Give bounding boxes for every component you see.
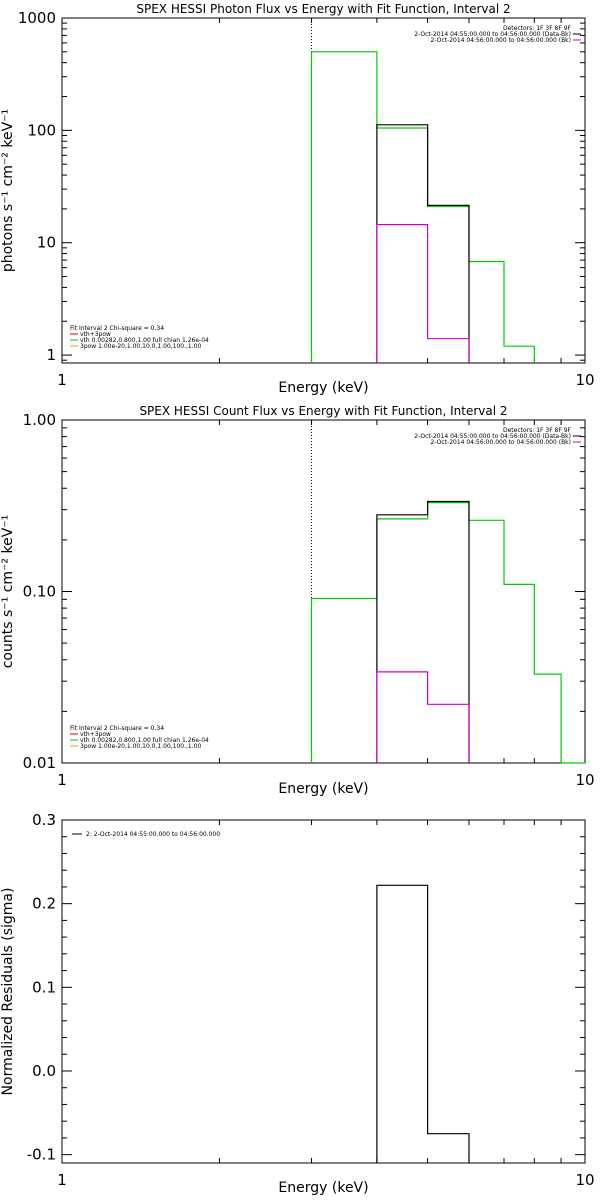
x-tick-label: 1 [57, 371, 67, 389]
y-axis-label: photons s⁻¹ cm⁻² keV⁻¹ [0, 109, 16, 272]
legend-entry: 2-Oct-2014 04:55:00.000 to 04:56:00.000 … [414, 433, 571, 440]
series-1-line [310, 51, 535, 363]
x-axis-label: Energy (keV) [278, 781, 368, 797]
chart-3: 1 10 -0.1 0.0 0.1 0.2 0.3 Energy (keV) Normalize… [0, 811, 595, 1196]
x-tick-label: 10 [575, 1171, 594, 1189]
legend-entry: Detectors: 1F 3F 8F 9F [503, 25, 572, 32]
x-tick-label: 1 [57, 1171, 67, 1189]
legend-entry: Fit Interval 2 Chi-square = 0.34 [70, 325, 164, 332]
legend-entry: 2: 2-Oct-2014 04:55:00.000 to 04:56:00.0… [86, 831, 220, 838]
legend-entry: 2-Oct-2014 04:56:00.000 to 04:56:00.000 … [431, 37, 572, 44]
x-axis-label: Energy (keV) [278, 1180, 368, 1196]
y-axis-label: Normalized Residuals (sigma) [0, 888, 16, 1096]
legend-entry: Detectors: 1F 3F 8F 9F [503, 427, 572, 434]
legend-entry: Fit Interval 2 Chi-square = 0.34 [70, 725, 164, 732]
series-1-line [376, 884, 470, 1163]
y-tick-label: 1 [46, 346, 56, 364]
series-3-line [376, 671, 470, 763]
y-tick-label: 0.2 [32, 895, 56, 913]
chart-title: SPEX HESSI Count Flux vs Energy with Fit… [139, 404, 507, 418]
legend-entry: vth+3pow [80, 731, 111, 738]
legend-entry: 3pow 1.00e-20,1.00,10.0,1.00,100.,1.00 [80, 743, 201, 750]
x-tick-label: 1 [57, 771, 67, 789]
plot-frame [61, 17, 586, 364]
x-tick-label: 10 [575, 371, 594, 389]
chart-1: 1 10 1 10 100 1000 SPEX HESSI Photon Flux vs E… [0, 2, 595, 396]
y-tick-label: 100 [27, 121, 56, 139]
legend-entry: 2-Oct-2014 04:55:00.000 to 04:56:00.000 … [414, 31, 571, 38]
y-tick-label: -0.1 [27, 1146, 56, 1164]
plot-frame [61, 819, 586, 1164]
legend-entry: vth 0.00282,0.800,1.00 full chian 1.26e-… [80, 337, 209, 344]
series-2-line [376, 500, 470, 763]
x-tick-label: 10 [575, 771, 594, 789]
plot-frame [61, 419, 586, 764]
legend-entry: 3pow 1.00e-20,1.00,10.0,1.00,100.,1.00 [80, 343, 201, 350]
x-axis-label: Energy (keV) [278, 380, 368, 396]
series-3-line [376, 224, 470, 363]
y-tick-label: 0.0 [32, 1062, 56, 1080]
y-axis-label: counts s⁻¹ cm⁻² keV⁻¹ [0, 515, 16, 669]
chart-title: SPEX HESSI Photon Flux vs Energy with Fi… [136, 2, 510, 16]
series-1-line [310, 502, 585, 764]
y-tick-label: 10 [37, 234, 56, 252]
legend-entry: vth+3pow [80, 331, 111, 338]
y-tick-label: 1000 [18, 9, 56, 27]
legend-entry: vth 0.00282,0.800,1.00 full chian 1.26e-… [80, 737, 209, 744]
legend-entry: 2-Oct-2014 04:56:00.000 to 04:56:00.000 … [431, 439, 572, 446]
y-tick-label: 0.3 [32, 811, 56, 829]
y-tick-label: 0.01 [23, 754, 56, 772]
y-tick-label: 0.1 [32, 978, 56, 996]
series-2-line [376, 124, 470, 363]
y-tick-label: 0.10 [23, 583, 56, 601]
chart-2: 1 10 0.01 0.10 1.00 SPEX HESSI Count Flux vs … [0, 404, 595, 797]
y-tick-label: 1.00 [23, 411, 56, 429]
